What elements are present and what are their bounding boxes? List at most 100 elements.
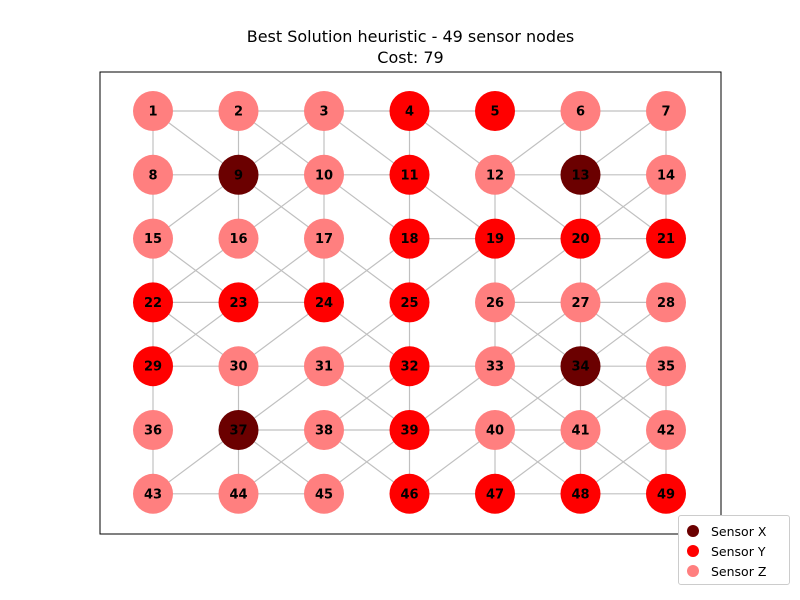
sensor-node-9: 9 (218, 154, 259, 195)
sensor-node-23: 23 (218, 282, 259, 323)
sensor-node-circle-30 (218, 346, 259, 387)
sensor-node-label-25: 25 (400, 296, 418, 311)
sensor-node-14: 14 (646, 154, 686, 195)
sensor-node-label-42: 42 (657, 424, 675, 439)
sensor-node-circle-41 (560, 410, 601, 450)
sensor-node-28: 28 (646, 282, 686, 323)
sensor-node-39: 39 (389, 410, 430, 450)
legend-label-sensor-x: Sensor X (711, 523, 767, 539)
sensor-node-37: 37 (218, 410, 259, 450)
legend-marker-sensor-z (687, 565, 699, 577)
sensor-node-label-40: 40 (486, 424, 504, 439)
sensor-node-label-44: 44 (229, 487, 247, 502)
sensor-node-label-9: 9 (234, 168, 243, 183)
sensor-node-circle-48 (560, 473, 601, 514)
sensor-node-label-32: 32 (400, 360, 418, 375)
sensor-node-7: 7 (646, 91, 686, 131)
sensor-node-33: 33 (475, 346, 515, 387)
sensor-node-label-41: 41 (571, 424, 589, 439)
sensor-node-label-14: 14 (657, 168, 675, 183)
sensor-node-17: 17 (304, 218, 344, 259)
sensor-node-circle-42 (646, 410, 686, 450)
sensor-node-2: 2 (218, 91, 259, 131)
sensor-node-20: 20 (560, 218, 601, 259)
sensor-node-circle-14 (646, 154, 686, 195)
sensor-node-circle-23 (218, 282, 259, 323)
plot-frame (99, 71, 722, 535)
sensor-node-label-30: 30 (229, 360, 247, 375)
sensor-node-label-28: 28 (657, 296, 675, 311)
sensor-node-circle-16 (218, 218, 259, 259)
chart-subtitle: Cost: 79 (377, 48, 444, 67)
sensor-node-8: 8 (133, 154, 173, 195)
sensor-node-13: 13 (560, 154, 601, 195)
sensor-node-45: 45 (304, 473, 344, 514)
sensor-node-circle-32 (389, 346, 430, 387)
sensor-node-label-5: 5 (490, 105, 499, 120)
sensor-node-circle-45 (304, 473, 344, 514)
sensor-node-label-46: 46 (400, 487, 418, 502)
legend: Sensor X Sensor Y Sensor Z (678, 515, 790, 585)
sensor-node-label-43: 43 (144, 487, 162, 502)
sensor-node-label-12: 12 (486, 168, 504, 183)
sensor-node-circle-19 (475, 218, 515, 259)
sensor-node-label-26: 26 (486, 296, 504, 311)
sensor-node-40: 40 (475, 410, 515, 450)
sensor-node-44: 44 (218, 473, 259, 514)
sensor-node-label-6: 6 (576, 105, 585, 120)
sensor-node-label-17: 17 (315, 232, 333, 247)
sensor-node-47: 47 (475, 473, 515, 514)
sensor-node-5: 5 (475, 91, 515, 131)
sensor-node-circle-22 (133, 282, 173, 323)
sensor-node-48: 48 (560, 473, 601, 514)
sensor-node-label-29: 29 (144, 360, 162, 375)
sensor-node-circle-15 (133, 218, 173, 259)
sensor-node-circle-20 (560, 218, 601, 259)
sensor-node-18: 18 (389, 218, 430, 259)
legend-entry-sensor-z: Sensor Z (687, 562, 766, 580)
sensor-node-circle-39 (389, 410, 430, 450)
sensor-node-label-2: 2 (234, 105, 243, 120)
sensor-node-36: 36 (133, 410, 173, 450)
sensor-node-label-49: 49 (657, 487, 675, 502)
sensor-node-25: 25 (389, 282, 430, 323)
sensor-node-22: 22 (133, 282, 173, 323)
sensor-node-circle-6 (560, 91, 601, 131)
sensor-node-label-27: 27 (571, 296, 589, 311)
sensor-node-label-22: 22 (144, 296, 162, 311)
sensor-node-46: 46 (389, 473, 430, 514)
sensor-node-11: 11 (389, 154, 430, 195)
sensor-node-41: 41 (560, 410, 601, 450)
legend-label-sensor-z: Sensor Z (711, 563, 767, 579)
sensor-node-circle-12 (475, 154, 515, 195)
sensor-node-circle-46 (389, 473, 430, 514)
legend-label-sensor-y: Sensor Y (711, 543, 766, 559)
sensor-node-circle-40 (475, 410, 515, 450)
legend-entry-sensor-y: Sensor Y (687, 542, 765, 560)
sensor-node-circle-9 (218, 154, 259, 195)
sensor-node-34: 34 (560, 346, 601, 387)
sensor-node-label-36: 36 (144, 424, 162, 439)
sensor-node-circle-11 (389, 154, 430, 195)
sensor-node-label-18: 18 (400, 232, 418, 247)
sensor-node-circle-28 (646, 282, 686, 323)
sensor-node-circle-49 (646, 473, 686, 514)
sensor-node-label-31: 31 (315, 360, 333, 375)
sensor-node-circle-10 (304, 154, 344, 195)
sensor-node-label-39: 39 (400, 424, 418, 439)
sensor-node-label-13: 13 (571, 168, 589, 183)
sensor-node-circle-36 (133, 410, 173, 450)
sensor-node-label-11: 11 (400, 168, 418, 183)
sensor-node-circle-17 (304, 218, 344, 259)
sensor-node-circle-26 (475, 282, 515, 323)
sensor-node-circle-31 (304, 346, 344, 387)
sensor-node-label-8: 8 (148, 168, 157, 183)
sensor-node-circle-43 (133, 473, 173, 514)
sensor-node-circle-38 (304, 410, 344, 450)
sensor-node-circle-29 (133, 346, 173, 387)
sensor-node-circle-8 (133, 154, 173, 195)
sensor-node-circle-37 (218, 410, 259, 450)
sensor-node-42: 42 (646, 410, 686, 450)
legend-entry-sensor-x: Sensor X (687, 522, 766, 540)
sensor-node-label-23: 23 (229, 296, 247, 311)
